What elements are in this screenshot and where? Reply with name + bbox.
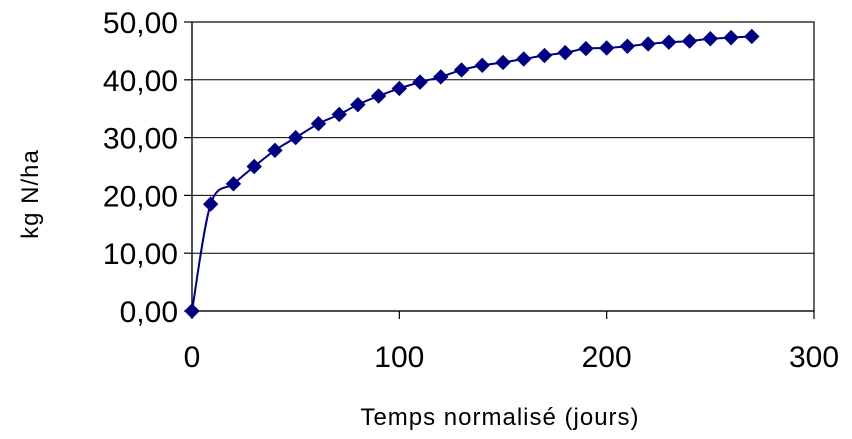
- data-point-marker: [702, 31, 719, 47]
- data-point-marker: [453, 62, 470, 78]
- data-point-marker: [681, 33, 698, 49]
- x-tick-labels: 0 100 200 300: [184, 341, 839, 374]
- data-point-marker: [640, 36, 656, 52]
- data-point-marker: [536, 47, 553, 64]
- data-point-marker: [246, 158, 262, 175]
- y-tick-label: 10,00: [103, 238, 178, 271]
- data-point-marker: [433, 69, 449, 85]
- data-point-marker: [495, 54, 511, 71]
- data-point-marker: [310, 116, 327, 132]
- data-point-marker: [184, 303, 200, 319]
- x-tick-label: 0: [184, 341, 201, 374]
- data-point-marker: [287, 129, 304, 146]
- data-point-marker: [331, 106, 347, 123]
- data-point-marker: [723, 29, 739, 46]
- data-point-marker: [412, 74, 428, 90]
- data-point-marker: [225, 176, 242, 192]
- data-point-marker: [267, 142, 283, 159]
- data-point-marker: [474, 57, 490, 74]
- y-tick-label: 0,00: [120, 296, 178, 329]
- x-tick-label: 100: [374, 341, 424, 374]
- y-tick-labels: 0,00 10,00 20,00 30,00 40,00 50,00: [103, 7, 178, 329]
- data-point-marker: [350, 96, 366, 113]
- data-point-marker: [598, 40, 615, 56]
- data-point-marker: [391, 80, 408, 97]
- data-point-marker: [578, 40, 594, 57]
- y-tick-label: 40,00: [103, 65, 178, 98]
- data-point-marker: [661, 34, 677, 50]
- y-axis-title: kg N/ha: [17, 149, 44, 239]
- x-axis-title: Temps normalisé (jours): [360, 404, 639, 431]
- y-tick-label: 50,00: [103, 7, 178, 40]
- data-point-marker: [744, 28, 760, 45]
- data-point-marker: [202, 196, 219, 212]
- data-point-marker: [557, 44, 573, 61]
- data-markers: [184, 28, 760, 319]
- x-tick-label: 300: [789, 341, 839, 374]
- data-point-marker: [619, 38, 636, 54]
- data-point-marker: [370, 88, 387, 104]
- data-point-marker: [516, 51, 532, 67]
- y-tick-label: 30,00: [103, 123, 178, 156]
- x-tick-label: 200: [582, 341, 632, 374]
- y-tick-label: 20,00: [103, 180, 178, 213]
